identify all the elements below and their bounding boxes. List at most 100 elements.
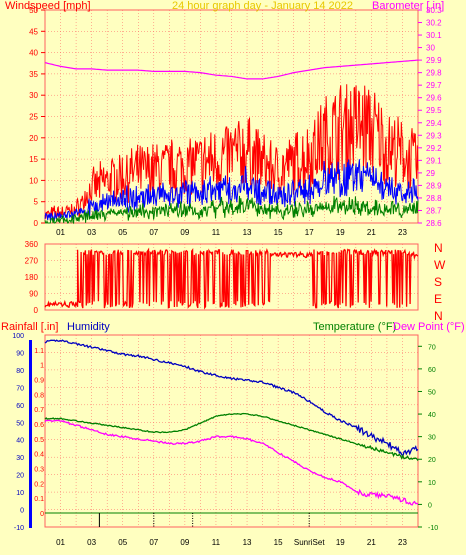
temperature-y-tick: 10 — [428, 480, 436, 487]
humidity-label: Humidity — [67, 321, 110, 333]
barometer-y-tick: 28.7 — [426, 206, 442, 215]
direction-y-tick: 180 — [25, 273, 39, 282]
barometer-y-tick: 29.5 — [426, 106, 442, 115]
humidity-y-tick: 40 — [16, 438, 24, 445]
wind-x-tick: 03 — [87, 228, 96, 237]
barometer-y-tick: 28.6 — [426, 219, 442, 228]
rain-y-tick: 0.1 — [34, 496, 44, 503]
wind-y-tick: 15 — [29, 155, 38, 164]
wind-series-minimum — [44, 195, 419, 225]
barometer-y-tick: 29.6 — [426, 94, 442, 103]
rain-y-tick: 0.8 — [34, 392, 44, 399]
humidity-y-tick: 60 — [16, 403, 24, 410]
humidity-y-tick: 80 — [16, 368, 24, 375]
humidity-y-tick: 50 — [16, 420, 24, 427]
wind-y-tick: 40 — [29, 49, 38, 58]
wind-x-tick: 19 — [336, 228, 345, 237]
temp-x-tick: SunriSet — [294, 538, 325, 547]
rain-axis-bar — [29, 340, 32, 528]
wind-x-tick: 15 — [274, 228, 283, 237]
temp-series-humidity — [44, 339, 419, 458]
barometer-label: Barometer [.in] — [372, 0, 444, 12]
barometer-y-tick: 29.4 — [426, 119, 442, 128]
temperature-y-tick: -10 — [428, 525, 438, 532]
temp-grid — [44, 334, 419, 528]
humidity-y-tick: 30 — [16, 455, 24, 462]
barometer-y-tick: 29.8 — [426, 69, 442, 78]
temp-series-dewpoint — [44, 419, 419, 506]
direction-y-tick: 360 — [25, 240, 39, 249]
temp-x-tick: 11 — [212, 538, 221, 547]
barometer-y-tick: 29.1 — [426, 156, 442, 165]
rain-y-label: Rainfall [.in] — [1, 321, 58, 333]
rain-y-tick: 0.7 — [34, 407, 44, 414]
temp-x-tick: 09 — [180, 538, 189, 547]
wind-x-tick: 13 — [243, 228, 252, 237]
temp-x-tick: 23 — [398, 538, 407, 547]
wind-x-tick: 21 — [367, 228, 376, 237]
temp-x-tick: 03 — [87, 538, 96, 547]
temperature-y-tick: 70 — [428, 344, 436, 351]
rain-y-tick: 0.3 — [34, 467, 44, 474]
wind-y-tick: 35 — [29, 70, 38, 79]
wind-y-tick: 30 — [29, 91, 38, 100]
rain-y-tick: 0.5 — [34, 437, 44, 444]
wind-x-tick: 09 — [180, 228, 189, 237]
direction-y-tick: 90 — [29, 290, 38, 299]
rain-y-tick: 0.4 — [34, 452, 44, 459]
barometer-y-tick: 30.2 — [426, 19, 442, 28]
humidity-y-tick: 100 — [12, 333, 24, 340]
barometer-y-tick: 30.3 — [426, 6, 442, 15]
temp-x-tick: 01 — [56, 538, 65, 547]
temperature-y-tick: 50 — [428, 389, 436, 396]
temperature-y-tick: 30 — [428, 435, 436, 442]
humidity-y-tick: 10 — [16, 490, 24, 497]
rain-y-tick: 1.1 — [34, 348, 44, 355]
wind-y-tick: 25 — [29, 113, 38, 122]
compass-label: N — [434, 241, 443, 255]
wind-x-tick: 11 — [212, 228, 221, 237]
barometer-y-tick: 29.2 — [426, 144, 442, 153]
humidity-y-tick: -10 — [14, 525, 24, 532]
compass-label: W — [434, 258, 446, 272]
rain-y-tick: 0.6 — [34, 422, 44, 429]
barometer-y-tick: 30 — [426, 44, 435, 53]
direction-y-tick: 270 — [25, 257, 39, 266]
barometer-y-tick: 29.7 — [426, 81, 442, 90]
wind-y-tick: 5 — [34, 198, 39, 207]
humidity-y-tick: 90 — [16, 350, 24, 357]
temp-x-tick: 15 — [274, 538, 283, 547]
temp-axes: -10010203040506070809010000.10.20.30.40.… — [12, 333, 438, 547]
dewpoint-label: Dew Point (°F) — [393, 321, 465, 333]
temp-x-tick: 05 — [118, 538, 127, 547]
rain-y-tick: 0.2 — [34, 481, 44, 488]
temp-x-tick: 19 — [336, 538, 345, 547]
rain-y-tick: 0 — [40, 511, 44, 518]
temperature-y-tick: 60 — [428, 367, 436, 374]
temperature-y-tick: 20 — [428, 457, 436, 464]
wind-y-tick: 50 — [29, 6, 38, 15]
temp-x-tick: 21 — [367, 538, 376, 547]
compass-label: N — [434, 309, 443, 323]
humidity-y-tick: 20 — [16, 473, 24, 480]
barometer-y-tick: 28.8 — [426, 194, 442, 203]
barometer-y-tick: 29.3 — [426, 131, 442, 140]
temperature-y-tick: 40 — [428, 412, 436, 419]
wind-series-average — [44, 159, 419, 222]
direction-line — [44, 247, 419, 310]
wind-x-tick: 01 — [56, 228, 65, 237]
temp-x-tick: 07 — [149, 538, 158, 547]
rain-y-tick: 0.9 — [34, 378, 44, 385]
graph-title: 24 hour graph day - January 14 2022 — [172, 0, 353, 12]
humidity-y-tick: 0 — [20, 508, 24, 515]
temperature-label: Temperature (°F) — [313, 321, 396, 333]
compass-label: E — [434, 292, 442, 306]
barometer-y-tick: 29.9 — [426, 56, 442, 65]
temp-series-temperature — [44, 412, 419, 461]
wind-y-label: Windspeed [mph] — [5, 0, 91, 12]
direction-marks — [44, 247, 419, 310]
wind-series-gust — [44, 84, 419, 220]
humidity-y-tick: 70 — [16, 385, 24, 392]
